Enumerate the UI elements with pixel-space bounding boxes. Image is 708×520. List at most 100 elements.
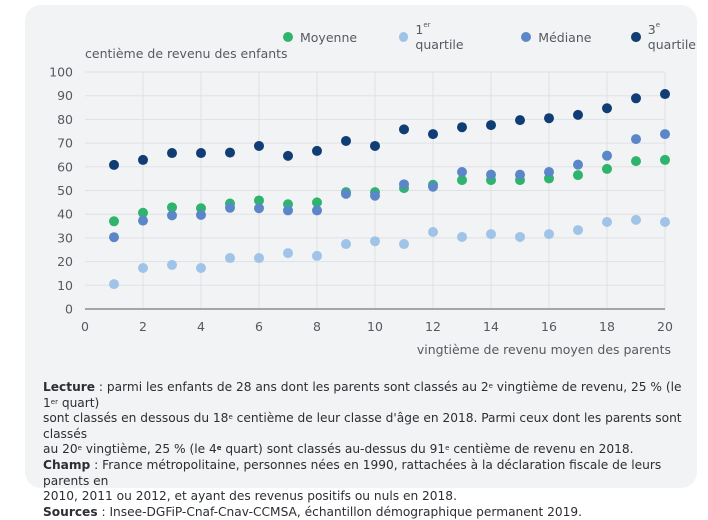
point-q1 [660,217,670,228]
x-tick-label: 14 [483,319,499,334]
legend-label-mediane: Médiane [538,29,592,45]
point-q1 [631,214,641,225]
point-q3 [573,109,583,120]
point-q3 [196,148,206,159]
point-mediane [312,205,322,216]
point-mediane [341,188,351,199]
point-mediane [167,210,177,221]
legend-marker-q3 [631,32,641,42]
point-q3 [602,103,612,114]
y-tick-label: 100 [49,65,73,80]
y-tick-label: 0 [65,302,73,317]
series-mediane [109,129,670,243]
legend-marker-moyenne [283,32,293,42]
point-q3 [341,135,351,146]
note-champ: Champ : France métropolitaine, personnes… [43,457,662,504]
point-q3 [225,147,235,158]
point-q1 [283,248,293,259]
point-q3 [660,89,670,100]
point-q3 [370,140,380,151]
point-q3 [312,145,322,156]
point-q1 [109,279,119,290]
point-q3 [428,129,438,140]
note-sources: Sources : Insee-DGFiP-Cnaf-Cnav-CCMSA, é… [43,504,583,519]
legend-item-q1: 1er quartile [399,21,478,52]
y-tick-label: 40 [57,207,73,222]
y-tick-label: 30 [57,230,73,245]
point-mediane [573,159,583,170]
point-mediane [138,215,148,226]
point-mediane [602,150,612,161]
point-mediane [486,169,496,180]
point-moyenne [312,197,322,208]
point-q1 [196,262,206,273]
point-mediane [515,169,525,180]
point-q3 [254,140,264,151]
point-q3 [544,113,554,124]
point-q1 [602,217,612,228]
x-axis-title: vingtième de revenu moyen des parents [416,342,671,357]
legend-marker-mediane [521,32,532,42]
legend-marker-q1 [399,32,409,42]
axis-ticks: 0 10 20 30 40 50 60 70 80 90 100 0 2 4 6 8 10 12 14 16 18 20 [49,65,673,335]
x-tick-label: 10 [367,319,383,334]
point-q1 [573,225,583,236]
point-q3 [283,150,293,161]
chart-card [25,5,697,488]
point-q1 [515,231,525,242]
point-mediane [631,134,641,145]
data-points [109,89,670,290]
legend-label-q3: 3e quartile [647,21,696,52]
point-q3 [167,148,177,159]
point-mediane [225,202,235,213]
legend-label-q1: 1er quartile [415,21,464,52]
point-moyenne [138,207,148,218]
point-q1 [254,253,264,264]
point-q1 [370,236,380,247]
chart-legend: Moyenne 1er quartile Médiane 3e quartile [283,21,708,52]
point-q1 [225,253,235,264]
x-tick-label: 16 [541,319,557,334]
point-q1 [399,239,409,250]
y-tick-label: 50 [57,183,73,198]
x-tick-label: 2 [139,319,147,334]
x-tick-label: 8 [313,319,321,334]
y-tick-label: 90 [57,88,73,103]
point-q1 [312,250,322,261]
point-mediane [399,179,409,190]
point-mediane [109,232,119,243]
series-q1 [109,214,670,290]
point-mediane [544,167,554,178]
point-q3 [515,115,525,126]
y-tick-label: 10 [57,278,73,293]
x-tick-label: 20 [657,319,673,334]
point-q1 [428,226,438,237]
point-moyenne [573,170,583,181]
point-q3 [138,154,148,165]
point-q3 [631,93,641,104]
x-tick-label: 4 [197,319,205,334]
point-moyenne [631,156,641,167]
point-mediane [196,209,206,220]
point-moyenne [602,163,612,174]
point-q1 [457,231,467,242]
point-moyenne [254,195,264,206]
point-q1 [544,229,554,240]
point-q1 [341,239,351,250]
series-q3 [109,89,670,170]
x-tick-label: 6 [255,319,263,334]
point-mediane [457,167,467,178]
x-tick-label: 18 [599,319,615,334]
y-axis-title: centième de revenu des enfants [85,46,288,61]
point-mediane [428,181,438,192]
point-mediane [254,203,264,214]
point-q3 [109,159,119,170]
y-tick-label: 60 [57,159,73,174]
legend-item-q3: 3e quartile [631,21,708,52]
point-moyenne [109,216,119,227]
x-tick-label: 0 [81,319,89,334]
y-tick-label: 80 [57,112,73,127]
point-q1 [167,259,177,270]
point-q1 [486,229,496,240]
legend-label-moyenne: Moyenne [300,29,358,45]
